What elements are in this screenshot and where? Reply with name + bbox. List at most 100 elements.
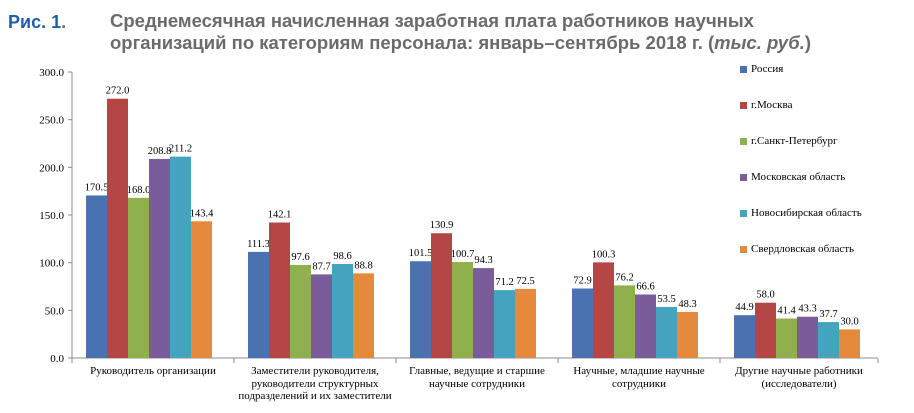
bar xyxy=(269,222,290,358)
legend-label: Россия xyxy=(751,63,784,75)
category-label-line: подразделений и их заместители xyxy=(238,390,392,402)
title-line-1: Среднемесячная начисленная заработная пл… xyxy=(110,10,754,31)
legend-item: Россия xyxy=(740,62,783,76)
data-label: 111.3 xyxy=(247,239,270,250)
bar xyxy=(797,316,818,358)
data-label: 168.0 xyxy=(127,185,151,196)
bar xyxy=(353,273,374,358)
bar xyxy=(614,285,635,358)
bar xyxy=(311,274,332,358)
bar xyxy=(818,322,839,358)
legend-swatch xyxy=(740,65,747,73)
category-label-line: Научные, младшие научные xyxy=(573,365,705,377)
bar xyxy=(452,261,473,358)
bar xyxy=(515,288,536,358)
y-tick-label: 200.0 xyxy=(39,162,64,174)
data-label: 71.2 xyxy=(495,277,513,288)
y-tick-label: 250.0 xyxy=(39,115,64,127)
bar xyxy=(248,251,269,358)
bar xyxy=(431,233,452,358)
bar xyxy=(332,264,353,358)
category-label: Заместители руководителя, руководители ст… xyxy=(234,365,396,403)
category-label-line: научные сотрудники xyxy=(428,377,526,390)
legend-item: Новосибирская область xyxy=(740,206,862,220)
legend-label: г.Санкт-Петербург xyxy=(751,135,838,147)
data-label: 130.9 xyxy=(430,220,454,231)
data-label: 76.2 xyxy=(615,272,633,283)
legend-swatch xyxy=(740,137,747,145)
data-label: 98.6 xyxy=(333,251,351,262)
bar xyxy=(677,311,698,358)
category-label-line: Руководитель организации xyxy=(90,365,216,377)
bar xyxy=(128,197,149,358)
legend-label: Свердловская область xyxy=(751,243,855,255)
bar xyxy=(410,261,431,358)
data-label: 143.4 xyxy=(190,208,214,219)
bar xyxy=(170,156,191,358)
data-label: 72.5 xyxy=(516,276,534,287)
category-label: Научные, младшие научные сотрудники xyxy=(558,365,720,390)
data-label: 211.2 xyxy=(169,144,192,155)
data-label: 37.7 xyxy=(819,309,837,320)
legend-item: Свердловская область xyxy=(740,242,854,256)
y-tick-label: 300.0 xyxy=(39,67,64,79)
bar xyxy=(191,221,212,358)
chart-title: Среднемесячная начисленная заработная пл… xyxy=(110,10,910,54)
data-label: 58.0 xyxy=(756,290,774,301)
y-tick-label: 100.0 xyxy=(39,258,64,270)
category-label-line: Заместители руководителя, xyxy=(251,365,379,377)
category-label-line: сотрудники xyxy=(612,377,666,390)
category-label-line: руководители структурных xyxy=(251,377,379,390)
bar xyxy=(572,288,593,358)
data-label: 100.3 xyxy=(592,249,616,260)
figure-number: Рис. 1. xyxy=(8,12,67,32)
title-unit: тыс. руб. xyxy=(714,32,805,53)
data-label: 97.6 xyxy=(291,252,309,263)
data-label: 44.9 xyxy=(735,302,753,313)
bar xyxy=(290,264,311,358)
bar xyxy=(734,315,755,358)
data-label: 100.7 xyxy=(451,249,475,260)
legend-swatch xyxy=(740,245,747,253)
legend-swatch xyxy=(740,101,747,109)
category-label: Руководитель организации xyxy=(72,365,234,378)
legend-label: Новосибирская область xyxy=(751,207,862,219)
data-label: 142.1 xyxy=(268,210,292,221)
bar xyxy=(776,318,797,358)
category-label-line: Главные, ведущие и старшие xyxy=(409,365,545,377)
data-label: 43.3 xyxy=(798,304,816,315)
category-label: Другие научные работники (исследователи) xyxy=(720,365,878,390)
legend-item: г.Москва xyxy=(740,98,792,112)
y-tick-label: 150.0 xyxy=(39,210,64,222)
data-label: 72.9 xyxy=(573,276,591,287)
y-tick-label: 0.0 xyxy=(50,353,64,365)
bar xyxy=(107,98,128,359)
data-label: 87.7 xyxy=(312,261,330,272)
data-label: 48.3 xyxy=(678,299,696,310)
bar xyxy=(86,195,107,358)
bar xyxy=(635,294,656,358)
legend-item: г.Санкт-Петербург xyxy=(740,134,838,148)
data-label: 53.5 xyxy=(657,294,675,305)
data-label: 30.0 xyxy=(840,316,858,327)
legend-label: г.Москва xyxy=(751,99,793,111)
y-tick-label: 50.0 xyxy=(45,305,65,317)
category-label-line: (исследователи) xyxy=(761,377,837,390)
bar xyxy=(755,302,776,358)
category-label-line: Другие научные работники xyxy=(735,365,863,377)
category-label: Главные, ведущие и старшие научные сотруд… xyxy=(396,365,558,390)
data-label: 272.0 xyxy=(106,86,130,97)
data-label: 88.8 xyxy=(354,260,372,271)
legend-swatch xyxy=(740,173,747,181)
legend-label: Московская область xyxy=(751,171,846,183)
data-label: 208.8 xyxy=(148,146,172,157)
bar xyxy=(656,306,677,358)
title-line-2: организаций по категориям персонала: янв… xyxy=(110,32,812,53)
bar xyxy=(473,268,494,358)
legend-swatch xyxy=(740,209,747,217)
data-label: 101.5 xyxy=(409,248,433,259)
data-label: 94.3 xyxy=(474,255,492,266)
bar xyxy=(839,329,860,358)
data-label: 170.5 xyxy=(85,182,109,193)
